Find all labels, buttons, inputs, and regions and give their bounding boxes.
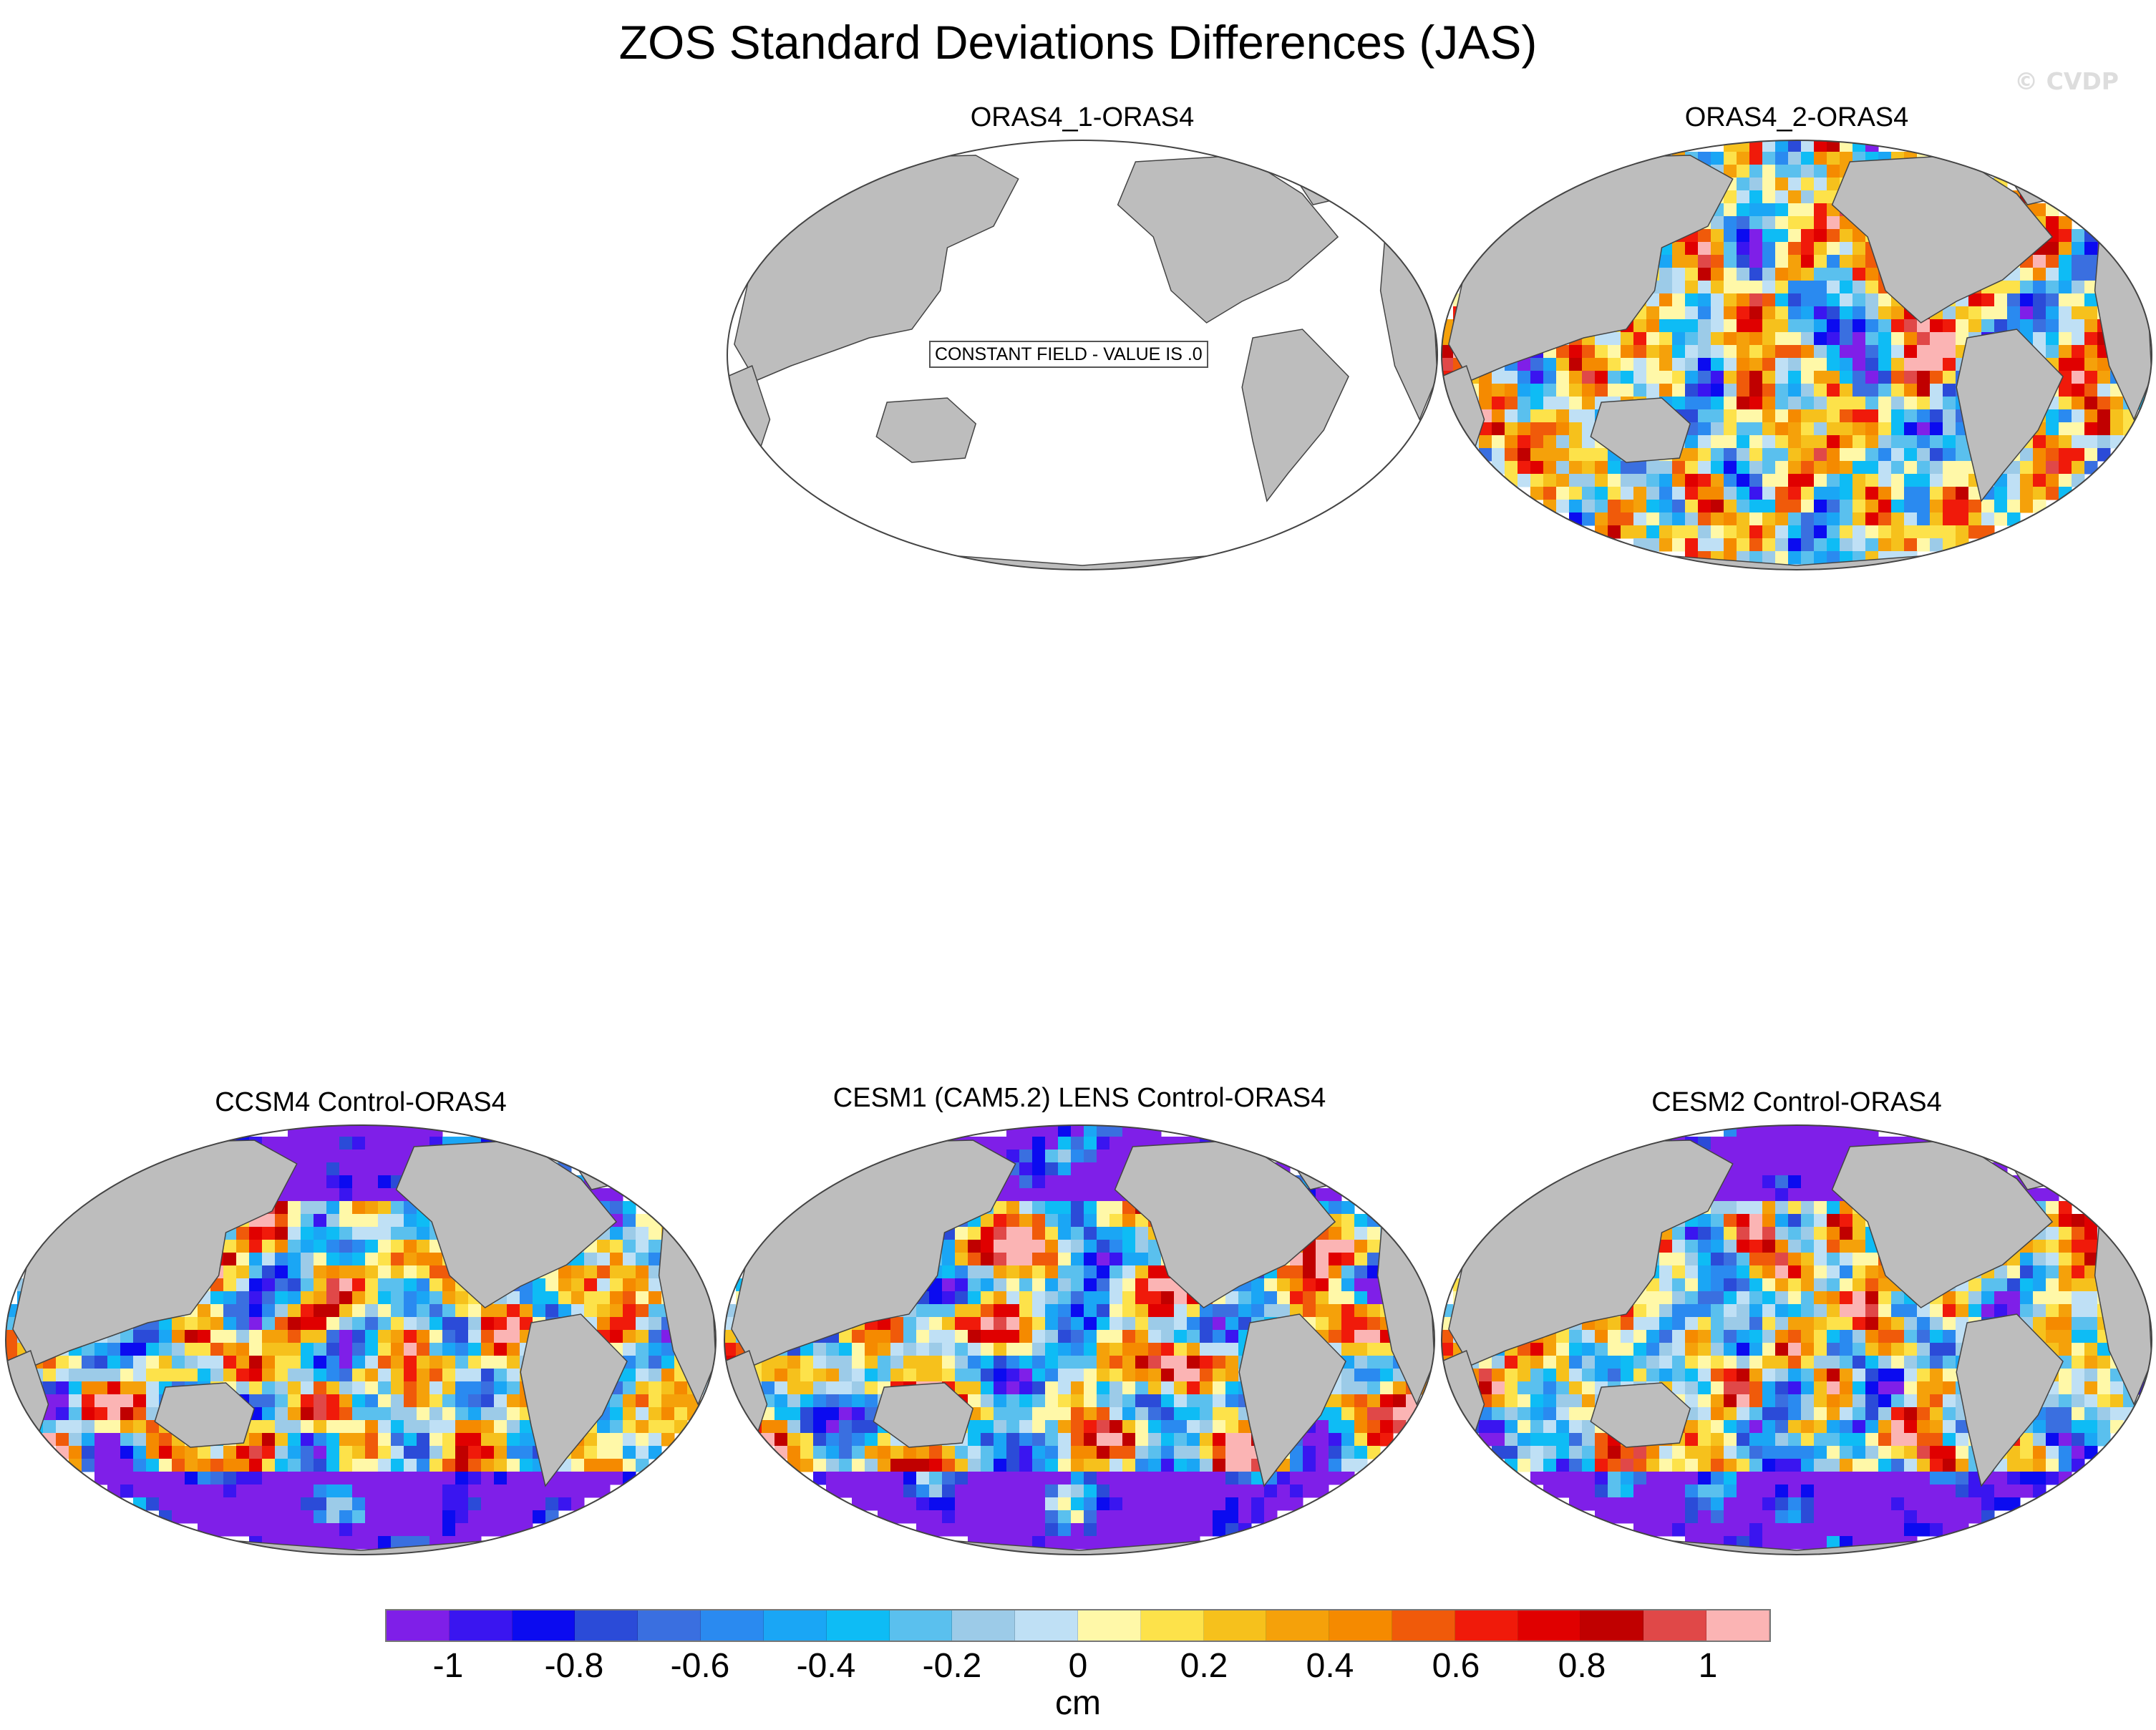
colorbar-tick-label: -0.6 [670, 1647, 730, 1685]
land-mass [154, 1382, 256, 1448]
colorbar-box [889, 1610, 953, 1641]
land-mass [875, 397, 977, 463]
map-border [724, 1124, 1435, 1555]
colorbar-box [1077, 1610, 1141, 1641]
panel-title: CESM1 (CAM5.2) LENS Control-ORAS4 [832, 1083, 1326, 1113]
map-panel-oras4-1: ORAS4_1-ORAS4 CONSTANT FIELD - VALUE IS … [726, 100, 1439, 580]
map-border [727, 140, 1438, 570]
land-mass [1114, 1139, 1336, 1308]
colorbar-tick-label: 0.2 [1180, 1647, 1228, 1685]
land-mass [1956, 1313, 2064, 1487]
panel-title: ORAS4_2-ORAS4 [1684, 102, 1909, 132]
land-mass [1590, 1382, 1691, 1448]
colorbar-box [575, 1610, 638, 1641]
colorbar-tick-label: 0.6 [1432, 1647, 1480, 1685]
land-mass [1238, 1313, 1346, 1487]
map-panel-ccsm4: CCSM4 Control-ORAS4 [4, 1085, 717, 1565]
land-mass [1831, 155, 2054, 324]
map-panel-cesm2: CESM2 Control-ORAS4 [1440, 1085, 2153, 1565]
panel-title: CESM2 Control-ORAS4 [1651, 1087, 1942, 1117]
colorbar-box [952, 1610, 1016, 1641]
land-mass [395, 1139, 618, 1308]
figure-title: ZOS Standard Deviations Differences (JAS… [618, 16, 1538, 69]
colorbar-box [449, 1610, 513, 1641]
colorbar-box [1643, 1610, 1707, 1641]
colorbar-box [512, 1610, 576, 1641]
colorbar-tick-label: 0.8 [1558, 1647, 1606, 1685]
cvdp-watermark: © CVDP [2014, 67, 2119, 95]
colorbar-tick-label: -1 [432, 1647, 464, 1685]
colorbar-box [1518, 1610, 1581, 1641]
colorbar-box [387, 1610, 450, 1641]
land-mass [873, 1382, 974, 1448]
colorbar-box [763, 1610, 827, 1641]
colorbar-box [1140, 1610, 1204, 1641]
map-border [1441, 1124, 2152, 1555]
colorbar-tick-labels: -1 -0.8 -0.6 -0.4 -0.2 0 0.2 0.4 0.6 0.8 1 [385, 1646, 1771, 1686]
colorbar-box [1706, 1610, 1769, 1641]
colorbar-box [638, 1610, 701, 1641]
colorbar-box [1392, 1610, 1455, 1641]
colorbar-tick-label: 0 [1068, 1647, 1088, 1685]
land-mass [1831, 1139, 2054, 1308]
colorbar-tick-label: 1 [1698, 1647, 1718, 1685]
colorbar-tick-label: -0.8 [544, 1647, 604, 1685]
colorbar-box [1203, 1610, 1267, 1641]
colorbar-box [1266, 1610, 1330, 1641]
robinson-map [1441, 140, 2152, 570]
colorbar-box [1015, 1610, 1078, 1641]
constant-field-label: CONSTANT FIELD - VALUE IS .0 [929, 341, 1208, 368]
panel-title: CCSM4 Control-ORAS4 [215, 1087, 507, 1117]
panel-title: ORAS4_1-ORAS4 [970, 102, 1195, 132]
colorbar-box [1455, 1610, 1518, 1641]
colorbar-box [826, 1610, 890, 1641]
map-panel-oras4-2: ORAS4_2-ORAS4 [1440, 100, 2153, 580]
robinson-map [1441, 1124, 2152, 1555]
colorbar [385, 1609, 1771, 1642]
colorbar-box [1580, 1610, 1644, 1641]
colorbar-box [701, 1610, 764, 1641]
colorbar-box [1329, 1610, 1392, 1641]
land-mass [1956, 329, 2064, 502]
land-mass [520, 1313, 628, 1487]
colorbar-tick-label: 0.4 [1306, 1647, 1354, 1685]
map-border [5, 1124, 717, 1555]
robinson-map [724, 1124, 1435, 1555]
colorbar-tick-label: -0.4 [796, 1647, 856, 1685]
colorbar-tick-label: -0.2 [922, 1647, 982, 1685]
robinson-map [5, 1124, 717, 1555]
land-mass [1117, 155, 1339, 324]
map-border [1441, 140, 2152, 570]
land-mass [1590, 397, 1691, 463]
map-panel-cesm1-lens: CESM1 (CAM5.2) LENS Control-ORAS4 [723, 1081, 1436, 1560]
colorbar-units: cm [1055, 1684, 1101, 1722]
land-mass [1241, 329, 1349, 502]
